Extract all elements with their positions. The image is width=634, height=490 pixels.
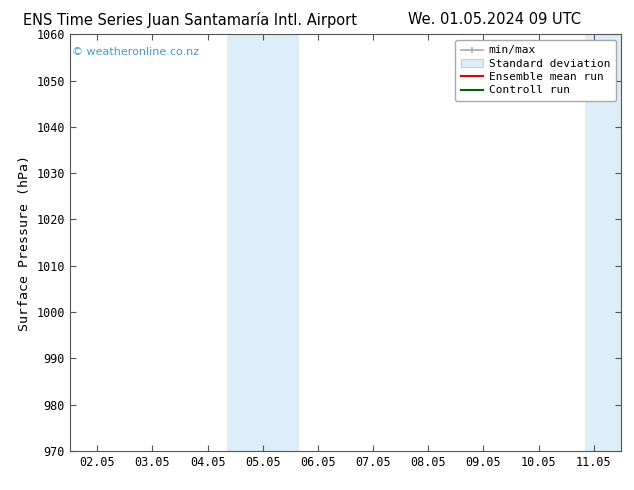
Bar bbox=[605, 34, 624, 451]
Bar bbox=[227, 34, 262, 451]
Legend: min/max, Standard deviation, Ensemble mean run, Controll run: min/max, Standard deviation, Ensemble me… bbox=[455, 40, 616, 101]
Bar bbox=[262, 34, 299, 451]
Text: We. 01.05.2024 09 UTC: We. 01.05.2024 09 UTC bbox=[408, 12, 581, 27]
Bar bbox=[585, 34, 605, 451]
Text: © weatheronline.co.nz: © weatheronline.co.nz bbox=[72, 47, 200, 57]
Y-axis label: Surface Pressure (hPa): Surface Pressure (hPa) bbox=[18, 154, 31, 331]
Text: ENS Time Series Juan Santamaría Intl. Airport: ENS Time Series Juan Santamaría Intl. Ai… bbox=[23, 12, 357, 28]
